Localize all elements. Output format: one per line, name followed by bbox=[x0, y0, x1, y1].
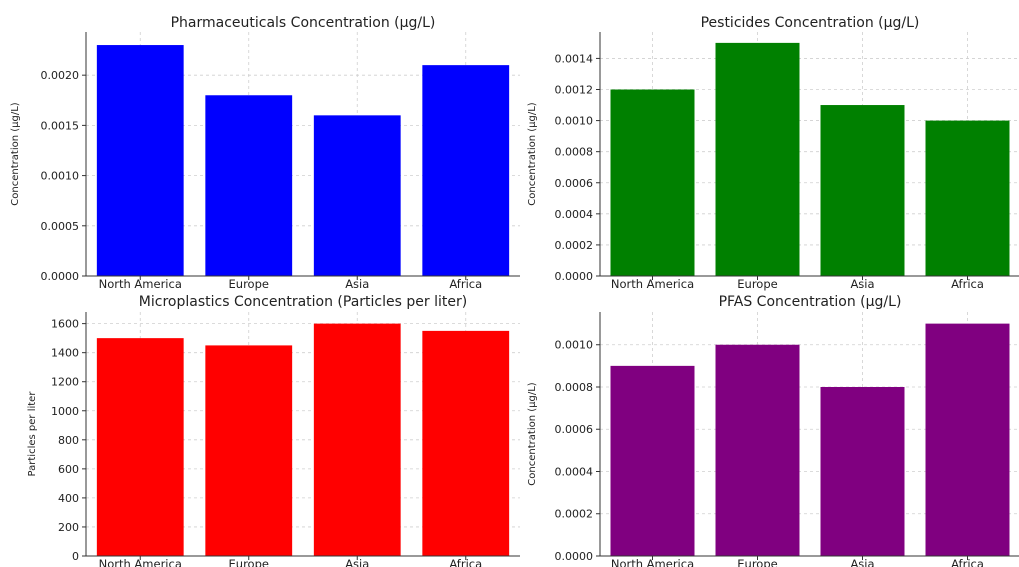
bar-asia bbox=[313, 115, 401, 277]
y-tick-label: 0.0004 bbox=[555, 465, 594, 478]
bar-asia bbox=[820, 105, 905, 276]
y-tick-label: 0.0020 bbox=[41, 69, 80, 82]
y-tick-label: 400 bbox=[58, 492, 79, 505]
y-axis-label: Concentration (µg/L) bbox=[10, 102, 21, 205]
y-tick-label: 0.0010 bbox=[555, 115, 594, 128]
bar-asia bbox=[820, 386, 905, 556]
y-tick-label: 0 bbox=[72, 550, 79, 563]
y-tick-label: 1200 bbox=[51, 376, 79, 389]
x-tick-label: Africa bbox=[449, 557, 482, 567]
y-tick-label: 0.0005 bbox=[41, 220, 80, 233]
chart-title: Pharmaceuticals Concentration (µg/L) bbox=[171, 15, 436, 31]
bar-north-america bbox=[96, 338, 184, 556]
x-tick-label: Europe bbox=[737, 277, 777, 291]
bar-europe bbox=[715, 344, 800, 556]
x-tick-label: Europe bbox=[229, 277, 269, 291]
x-tick-label: Africa bbox=[449, 277, 482, 291]
y-axis-label: Particles per liter bbox=[27, 391, 38, 477]
bar-asia bbox=[313, 323, 401, 556]
chart-panel-2: 0.0000 0.0002 0.0004 0.0006 0.0008 0.0010 0.00… bbox=[527, 15, 1019, 291]
y-tick-label: 0.0008 bbox=[555, 146, 594, 159]
chart-panel-3: 0 200 400 600 800 1000 1200 1400 1600 North Ameri… bbox=[27, 294, 520, 567]
y-tick-label: 0.0004 bbox=[555, 208, 594, 221]
y-tick-label: 0.0008 bbox=[555, 381, 594, 394]
y-tick-label: 0.0000 bbox=[555, 550, 594, 563]
chart-title: Pesticides Concentration (µg/L) bbox=[701, 15, 920, 31]
y-tick-label: 0.0015 bbox=[41, 119, 80, 132]
x-tick-label: Asia bbox=[345, 277, 369, 291]
bar-africa bbox=[422, 65, 510, 276]
x-tick-label: North America bbox=[99, 557, 182, 567]
bar-north-america bbox=[610, 365, 695, 556]
y-axis-label: Concentration (µg/L) bbox=[527, 102, 538, 205]
x-tick-label: Asia bbox=[345, 557, 369, 567]
chart-title: Microplastics Concentration (Particles p… bbox=[139, 294, 467, 310]
x-tick-label: North America bbox=[611, 277, 694, 291]
y-tick-label: 1000 bbox=[51, 405, 79, 418]
x-tick-label: Africa bbox=[951, 557, 984, 567]
y-tick-label: 800 bbox=[58, 434, 79, 447]
y-tick-label: 0.0014 bbox=[555, 52, 594, 65]
y-tick-label: 600 bbox=[58, 463, 79, 476]
bar-africa bbox=[925, 323, 1010, 556]
y-tick-label: 0.0006 bbox=[555, 177, 594, 190]
y-tick-label: 200 bbox=[58, 521, 79, 534]
chart-panel-4: 0.0000 0.0002 0.0004 0.0006 0.0008 0.0010 Nort… bbox=[527, 294, 1019, 567]
x-tick-label: Asia bbox=[850, 277, 874, 291]
y-tick-label: 0.0000 bbox=[41, 270, 80, 283]
chart-panel-1: 0.0000 0.0005 0.0010 0.0015 0.0020 North Amer… bbox=[10, 15, 520, 291]
bar-north-america bbox=[96, 45, 184, 276]
bar-europe bbox=[205, 345, 293, 556]
bar-africa bbox=[925, 120, 1010, 276]
y-tick-label: 1600 bbox=[51, 318, 79, 331]
y-tick-label: 0.0010 bbox=[41, 170, 80, 183]
x-tick-label: Europe bbox=[737, 557, 777, 567]
bar-north-america bbox=[610, 89, 695, 277]
y-tick-label: 0.0000 bbox=[555, 270, 594, 283]
y-tick-label: 0.0010 bbox=[555, 339, 594, 352]
bar-europe bbox=[715, 42, 800, 276]
bar-africa bbox=[422, 330, 510, 556]
y-tick-label: 1400 bbox=[51, 347, 79, 360]
y-tick-label: 0.0002 bbox=[555, 239, 594, 252]
chart-title: PFAS Concentration (µg/L) bbox=[719, 294, 902, 310]
y-tick-label: 0.0012 bbox=[555, 84, 594, 97]
x-tick-label: North America bbox=[611, 557, 694, 567]
y-tick-label: 0.0002 bbox=[555, 508, 594, 521]
x-tick-label: Africa bbox=[951, 277, 984, 291]
y-tick-label: 0.0006 bbox=[555, 423, 594, 436]
x-tick-label: Asia bbox=[850, 557, 874, 567]
x-tick-label: Europe bbox=[229, 557, 269, 567]
y-axis-label: Concentration (µg/L) bbox=[527, 382, 538, 485]
x-tick-label: North America bbox=[99, 277, 182, 291]
bar-europe bbox=[205, 95, 293, 276]
